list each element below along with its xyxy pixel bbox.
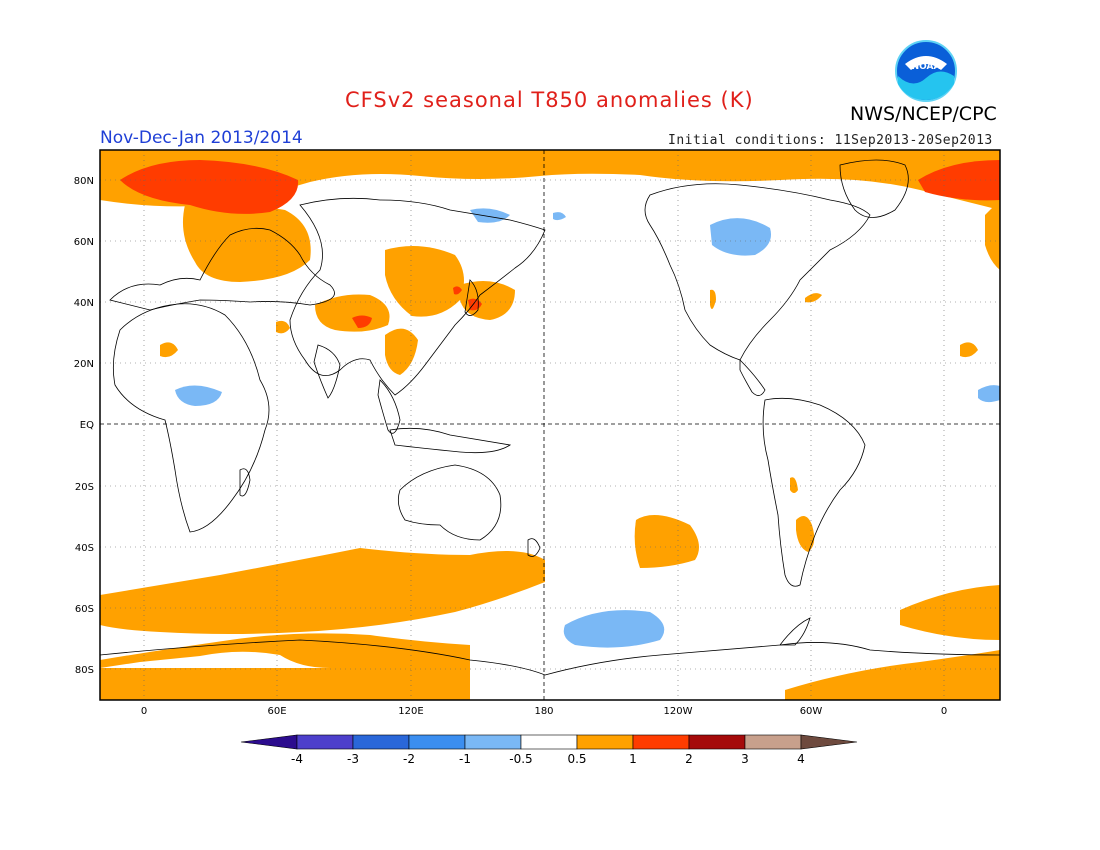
colorbar-label: 0.5 [567,752,586,766]
greenland-outline [839,159,909,218]
colorbar-min-arrow [240,734,298,750]
indonesia-outline [389,427,512,454]
new-zealand-outline [527,538,541,557]
barents-strong-warm [120,160,299,214]
argentina-warm [796,516,815,552]
china-warm [385,328,418,375]
initial-conditions: Initial conditions: 11Sep2013-20Sep2013 [668,133,993,148]
lon-label: 0 [941,706,947,717]
arctic-strong-warm-east [918,160,1000,201]
colorbar-box [744,734,802,750]
cool-anomaly-regions [175,208,1000,648]
lat-label: 80S [75,665,94,676]
colorbar-label: 3 [741,752,749,766]
warm-anomaly-regions [100,150,1000,700]
southern-ocean-warm-east [900,585,1000,640]
lat-label: 40S [75,543,94,554]
europe-outline [109,227,335,311]
arctic-warm-band [100,150,1000,210]
colorbar-box [632,734,690,750]
korea-strong-warm [453,286,462,295]
lat-label: EQ [80,420,94,431]
india-outline [313,344,341,399]
atlantic-warm [805,293,822,303]
tibet-warm [315,294,390,332]
australia-outline [397,464,502,541]
africa-outline [112,303,270,533]
colorbar-box [688,734,746,750]
colorbar-box [576,734,634,750]
sahel-cool [175,385,222,406]
lon-label: 180 [534,706,553,717]
bering-cool [553,212,566,221]
colorbar-labels: -4 -3 -2 -1 -0.5 0.5 1 2 3 4 [291,752,805,766]
lat-label: 60N [74,237,94,248]
mexico-warm [710,289,716,309]
antarctica-warm-east [785,650,1000,700]
sahel-cool-east [978,385,1000,403]
colorbar-label: -2 [403,752,415,766]
colorbar-box [408,734,466,750]
colorbar-box [464,734,522,750]
andes-warm [790,477,798,493]
southern-ocean-warm [100,548,545,634]
colorbar-label: 1 [629,752,637,766]
longitude-labels: 0 60E 120E 180 120W 60W 0 [141,706,947,717]
japan-outline [464,279,479,316]
asia-outline [289,197,546,396]
map-title: CFSv2 seasonal T850 anomalies (K) [345,88,754,112]
persia-warm [276,320,290,334]
tibet-strong-warm [352,315,372,328]
graticule [100,150,1000,700]
lon-label: 120W [664,706,693,717]
lat-label: 60S [75,604,94,615]
lon-label: 60E [267,706,286,717]
agency-label: NWS/NCEP/CPC [850,103,997,125]
south-pacific-warm [634,515,699,568]
colorbar-box [352,734,410,750]
colorbar: -4 -3 -2 -1 -0.5 0.5 1 2 3 4 [240,734,858,766]
colorbar-label: -4 [291,752,303,766]
coastlines [99,159,1001,676]
forecast-period: Nov-Dec-Jan 2013/2014 [100,128,303,148]
central-america-outline [739,359,766,396]
latitude-labels: 80N 60N 40N 20N EQ 20S 40S 60S 80S [74,176,94,676]
europe-warm [182,203,311,282]
equator-dateline [100,150,1000,700]
colorbar-label: 2 [685,752,693,766]
hudson-bay-cool [710,218,771,256]
colorbar-label: -3 [347,752,359,766]
arabia-warm-east [960,342,978,358]
lat-label: 40N [74,298,94,309]
antarctica-outline [99,639,1001,676]
southeast-asia-outline [377,379,401,434]
svg-text:NOAA: NOAA [912,62,941,72]
colorbar-label: 4 [797,752,805,766]
colorbar-box [296,734,354,750]
colorbar-label: -1 [459,752,471,766]
madagascar-outline [239,468,251,497]
lon-label: 0 [141,706,147,717]
lat-label: 20S [75,482,94,493]
colorbar-boxes [240,734,858,750]
lon-label: 120E [398,706,423,717]
south-america-outline [762,397,866,587]
colorbar-box [520,734,578,750]
south-pacific-cool [563,610,665,648]
mongolia-warm [385,246,464,317]
colorbar-label: -0.5 [509,752,532,766]
lat-label: 80N [74,176,94,187]
noaa-logo-icon: NOAA [895,40,957,102]
siberia-cool [470,208,510,223]
arabia-warm [160,342,178,358]
map-frame [99,149,1001,701]
lon-label: 60W [800,706,823,717]
colorbar-max-arrow [800,734,858,750]
antarctic-peninsula-outline [779,617,811,646]
lat-label: 20N [74,359,94,370]
antarctica-warm [100,633,470,700]
europe-warm-east [985,200,1000,270]
